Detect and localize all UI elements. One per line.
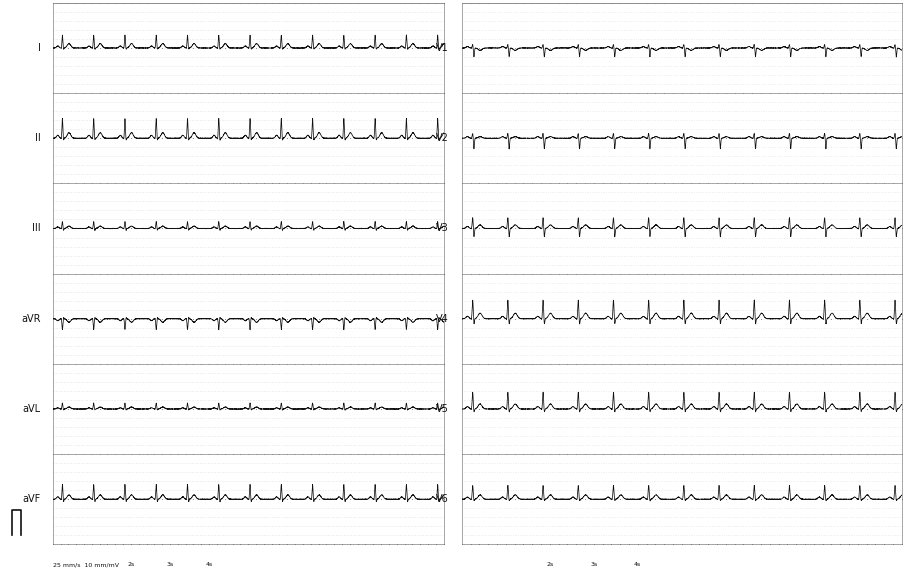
- Text: 2s: 2s: [546, 562, 554, 567]
- Text: V2: V2: [435, 133, 448, 143]
- Text: aVR: aVR: [22, 314, 41, 324]
- Text: 4s: 4s: [634, 562, 642, 567]
- Text: aVL: aVL: [23, 404, 41, 414]
- Text: I: I: [38, 43, 41, 53]
- Text: aVF: aVF: [23, 494, 41, 504]
- Text: 3s: 3s: [590, 562, 597, 567]
- Text: 25 mm/s  10 mm/mV: 25 mm/s 10 mm/mV: [53, 562, 119, 567]
- Text: 4s: 4s: [205, 562, 213, 567]
- Text: V1: V1: [435, 43, 448, 53]
- Text: II: II: [35, 133, 41, 143]
- Text: V4: V4: [435, 314, 448, 324]
- Text: V6: V6: [435, 494, 448, 504]
- Text: V5: V5: [435, 404, 448, 414]
- Text: III: III: [33, 223, 41, 234]
- Text: 2s: 2s: [127, 562, 135, 567]
- Text: V3: V3: [435, 223, 448, 234]
- Text: 3s: 3s: [166, 562, 174, 567]
